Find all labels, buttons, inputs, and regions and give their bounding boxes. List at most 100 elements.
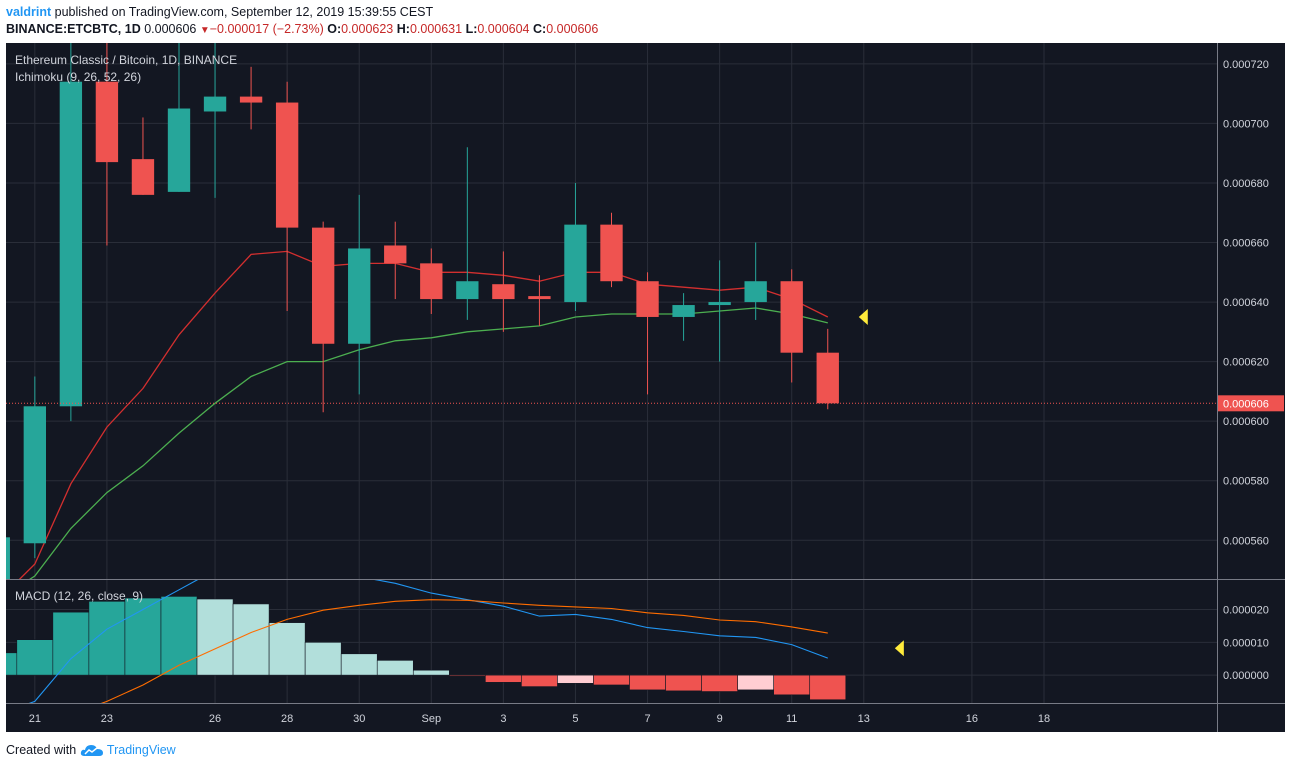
conversion-line <box>18 250 829 579</box>
axis-labels: 0.000720 0.000700 0.000680 0.000660 0.000640… <box>29 59 1284 725</box>
candle-down <box>95 43 119 246</box>
candle-body <box>636 281 659 317</box>
time-tick-label: 5 <box>572 713 578 725</box>
candle-body <box>816 352 839 404</box>
macd-lines <box>28 580 828 703</box>
time-tick-label: 3 <box>500 713 506 725</box>
candle-body <box>600 224 623 282</box>
macd-histogram-bar <box>449 674 486 677</box>
candle-up <box>348 194 371 395</box>
high-value: 0.000631 <box>409 22 463 36</box>
change-value: −0.000017 (−2.73%) <box>209 22 324 36</box>
symbol-label: BINANCE:ETCBTC, 1D <box>6 22 141 36</box>
time-tick-label: 26 <box>209 713 221 725</box>
candle-down <box>275 81 299 311</box>
candle-body <box>311 227 335 344</box>
last-price-badge <box>1218 395 1284 412</box>
candle-up <box>203 43 227 198</box>
candle-body <box>384 245 407 264</box>
time-tick-label: 11 <box>786 713 797 725</box>
macd-histogram-bar <box>88 601 126 676</box>
low-value: 0.000604 <box>477 22 530 36</box>
candle-body <box>492 284 515 300</box>
macd-histogram-bar <box>376 660 414 676</box>
candle-up <box>564 182 587 311</box>
macd-line <box>28 580 828 703</box>
candle-down <box>131 117 155 195</box>
candle-down <box>311 221 335 413</box>
time-tick-label: 18 <box>1038 713 1050 725</box>
candle-down <box>600 212 623 288</box>
candle-down <box>492 251 515 332</box>
triangle-down-icon: ▼ <box>199 25 210 36</box>
macd-tick-label: 0.000010 <box>1223 637 1269 649</box>
candle-up <box>744 242 767 320</box>
candle-down <box>384 221 407 300</box>
marker-triangle <box>858 308 868 325</box>
macd-histogram-bar <box>485 674 522 683</box>
macd-histogram-bar <box>268 622 306 676</box>
macd-histogram-bar <box>304 642 342 676</box>
publish-info: valdrint published on TradingView.com, S… <box>6 5 433 19</box>
price-tick-label: 0.000680 <box>1223 178 1269 190</box>
candle-body <box>203 96 227 112</box>
macd-tick-label: 0.000020 <box>1223 605 1269 617</box>
candle-body <box>167 108 191 192</box>
signal-line <box>100 599 828 703</box>
time-tick-label: Sep <box>422 713 442 725</box>
time-tick-label: 23 <box>101 713 113 725</box>
macd-histogram-bar <box>593 674 630 686</box>
price-tick-label: 0.000720 <box>1223 59 1269 71</box>
candle-up <box>59 43 83 422</box>
macd-histogram <box>6 596 847 701</box>
macd-histogram-bar <box>701 674 738 692</box>
time-tick-label: 21 <box>29 713 41 725</box>
time-tick-label: 9 <box>717 713 723 725</box>
macd-histogram-bar <box>737 674 774 691</box>
price-tick-label: 0.000620 <box>1223 357 1269 369</box>
tradingview-cloud-icon <box>80 745 103 756</box>
time-tick-label: 28 <box>281 713 293 725</box>
candle-body <box>672 305 695 317</box>
candle-body <box>780 281 803 353</box>
candle-body <box>59 81 83 407</box>
created-with-text: Created with <box>6 743 77 757</box>
candle-body <box>744 281 767 303</box>
published-text: published on TradingView.com, September … <box>54 5 434 19</box>
candle-up <box>23 376 47 559</box>
candle-up <box>6 537 10 579</box>
macd-histogram-bar <box>412 669 450 676</box>
open-label: O: <box>327 22 342 36</box>
ichimoku-legend[interactable]: Ichimoku (9, 26, 52, 26) <box>15 70 141 84</box>
candle-down <box>239 66 263 130</box>
price-tick-label: 0.000580 <box>1223 476 1269 488</box>
close-label: C: <box>533 22 547 36</box>
candle-down <box>420 248 443 314</box>
candle-body <box>6 537 10 579</box>
macd-histogram-bar <box>340 653 378 676</box>
price-tick-label: 0.000640 <box>1223 297 1269 309</box>
pane-borders <box>6 43 1285 732</box>
ohlc-legend: BINANCE:ETCBTC, 1D 0.000606 ▼−0.000017 (… <box>6 22 598 36</box>
candle-body <box>708 302 731 306</box>
candle-body <box>275 102 299 228</box>
macd-tick-label: 0.000000 <box>1223 670 1269 682</box>
tradingview-link[interactable]: TradingView <box>106 743 176 757</box>
price-tick-label: 0.000600 <box>1223 416 1269 428</box>
candle-body <box>528 296 551 300</box>
time-tick-label: 16 <box>966 713 978 725</box>
price-tick-label: 0.000700 <box>1223 118 1269 130</box>
macd-histogram-bar <box>52 611 90 676</box>
candlesticks[interactable] <box>6 43 839 659</box>
chart-area[interactable]: 0.000720 0.000700 0.000680 0.000660 0.000640… <box>6 43 1285 732</box>
author-link[interactable]: valdrint <box>6 5 52 19</box>
price-tick-label: 0.000660 <box>1223 238 1269 250</box>
macd-histogram-bar <box>6 652 18 676</box>
annotation-markers <box>858 308 904 657</box>
macd-histogram-bar <box>160 596 198 676</box>
macd-legend[interactable]: MACD (12, 26, close, 9) <box>15 589 143 603</box>
open-value: 0.000623 <box>341 22 394 36</box>
macd-histogram-bar <box>773 674 811 696</box>
candle-body <box>239 96 263 103</box>
candle-down <box>780 269 803 383</box>
